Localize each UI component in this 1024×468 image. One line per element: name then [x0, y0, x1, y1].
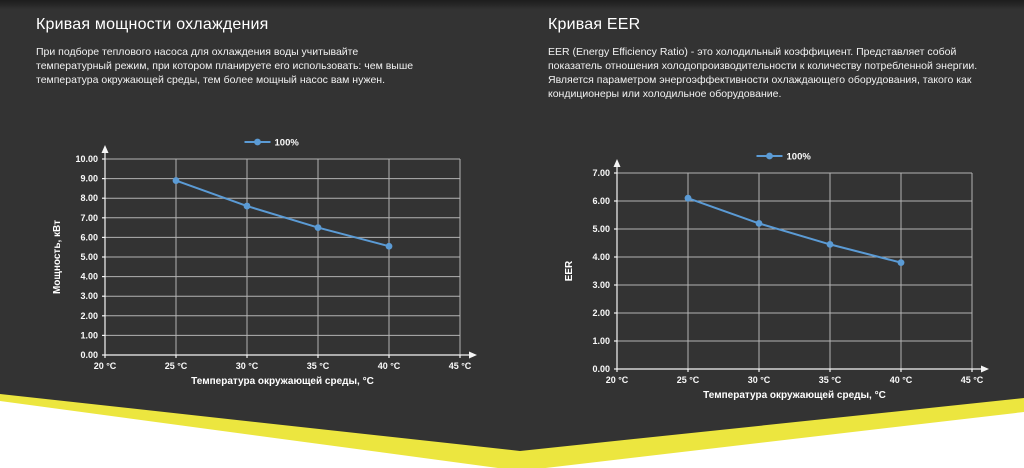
svg-text:10.00: 10.00 — [75, 154, 98, 164]
x-tick-labels: 20 °C 25 °C 30 °C 35 °C 40 °C 45 °C — [606, 375, 984, 385]
legend: 100% — [756, 152, 812, 163]
x-axis-title: Температура окружающей среды, °C — [191, 376, 374, 387]
svg-text:30 °C: 30 °C — [236, 361, 259, 371]
data-point — [755, 220, 763, 227]
svg-text:0.00: 0.00 — [80, 350, 98, 360]
svg-text:8.00: 8.00 — [80, 193, 98, 203]
svg-text:35 °C: 35 °C — [819, 375, 842, 385]
gridlines — [617, 172, 973, 369]
svg-text:4.00: 4.00 — [80, 272, 98, 282]
axis-arrows — [101, 145, 477, 359]
cooling-capacity-chart: 0.00 1.00 2.00 3.00 4.00 5.00 6.00 7.00 8.00 9.00… — [52, 138, 477, 387]
svg-text:3.00: 3.00 — [592, 280, 610, 290]
svg-text:5.00: 5.00 — [592, 224, 610, 234]
data-point — [826, 241, 834, 248]
x-axis-title: Температура окружающей среды, °C — [703, 390, 886, 401]
legend-label: 100% — [275, 138, 300, 149]
series-100% — [172, 177, 393, 250]
legend: 100% — [244, 138, 300, 149]
legend-label: 100% — [787, 152, 812, 163]
svg-text:7.00: 7.00 — [80, 213, 98, 223]
data-point — [243, 202, 251, 210]
section-eer: Кривая EER EER (Energy Efficiency Ratio)… — [512, 0, 1024, 451]
series-100% — [684, 194, 905, 266]
svg-text:20 °C: 20 °C — [606, 375, 629, 385]
svg-text:20 °C: 20 °C — [94, 361, 117, 371]
y-tick-labels: 0.00 1.00 2.00 3.00 4.00 5.00 6.00 7.00 8.00 9.00… — [75, 154, 98, 360]
section-cooling-capacity: Кривая мощности охлаждения При подборе т… — [36, 16, 477, 387]
data-point — [897, 259, 905, 266]
svg-text:30 °C: 30 °C — [748, 375, 771, 385]
data-point — [385, 242, 393, 250]
svg-text:45 °C: 45 °C — [961, 375, 984, 385]
legend-marker-icon — [254, 138, 261, 146]
svg-text:1.00: 1.00 — [80, 330, 98, 340]
axes — [614, 165, 982, 372]
cooling-capacity-description: При подборе теплового насоса для охлажде… — [36, 46, 414, 86]
eer-description: EER (Energy Efficiency Ratio) - это холо… — [548, 46, 978, 100]
svg-text:4.00: 4.00 — [592, 252, 610, 262]
svg-text:25 °C: 25 °C — [677, 375, 700, 385]
svg-text:6.00: 6.00 — [80, 232, 98, 242]
data-point — [172, 177, 180, 184]
svg-text:9.00: 9.00 — [80, 174, 98, 184]
gridlines — [105, 158, 461, 355]
svg-text:2.00: 2.00 — [80, 311, 98, 321]
y-axis-title: Мощность, кВт — [52, 220, 63, 294]
svg-text:2.00: 2.00 — [592, 308, 610, 318]
data-point — [314, 224, 322, 231]
svg-text:40 °C: 40 °C — [378, 361, 401, 371]
svg-text:35 °C: 35 °C — [307, 361, 330, 371]
svg-text:7.00: 7.00 — [592, 168, 610, 178]
y-tick-labels: 0.00 1.00 2.00 3.00 4.00 5.00 6.00 7.00 — [592, 168, 610, 374]
svg-text:1.00: 1.00 — [592, 336, 610, 346]
svg-text:5.00: 5.00 — [80, 252, 98, 262]
axis-arrows — [613, 159, 989, 373]
svg-text:25 °C: 25 °C — [165, 361, 188, 371]
svg-text:3.00: 3.00 — [80, 291, 98, 301]
svg-text:40 °C: 40 °C — [890, 375, 913, 385]
svg-text:45 °C: 45 °C — [449, 361, 472, 371]
eer-chart: 0.00 1.00 2.00 3.00 4.00 5.00 6.00 7.00 20 °C 25 … — [564, 152, 989, 401]
axes — [102, 151, 470, 358]
cooling-capacity-title: Кривая мощности охлаждения — [36, 16, 269, 33]
y-axis-title: EER — [564, 260, 575, 281]
legend-marker-icon — [766, 152, 773, 160]
eer-title: Кривая EER — [548, 16, 641, 33]
svg-text:6.00: 6.00 — [592, 196, 610, 206]
svg-text:0.00: 0.00 — [592, 364, 610, 374]
data-point — [684, 194, 692, 202]
x-tick-labels: 20 °C 25 °C 30 °C 35 °C 40 °C 45 °C — [94, 361, 472, 371]
